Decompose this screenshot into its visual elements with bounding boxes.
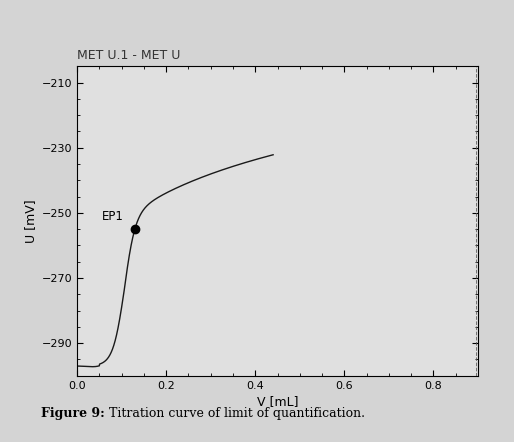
Y-axis label: U [mV]: U [mV] — [25, 199, 38, 243]
Text: Titration curve of limit of quantification.: Titration curve of limit of quantificati… — [105, 407, 365, 420]
X-axis label: V [mL]: V [mL] — [257, 395, 298, 408]
Text: Figure 9:: Figure 9: — [41, 407, 105, 420]
Text: MET U.1 - MET U: MET U.1 - MET U — [77, 50, 180, 62]
Text: EP1: EP1 — [102, 210, 124, 223]
